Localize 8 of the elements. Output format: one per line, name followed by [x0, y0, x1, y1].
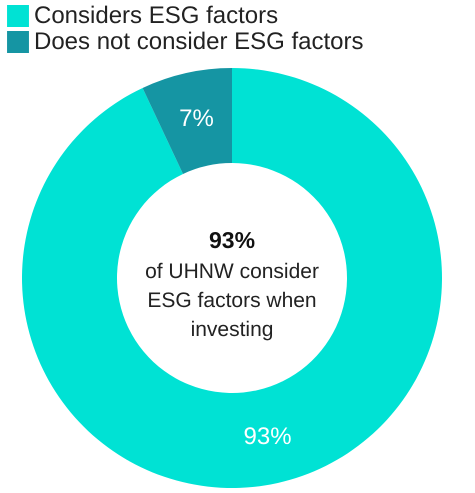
- data-label: 7%: [179, 104, 214, 132]
- legend-label: Considers ESG factors: [34, 2, 278, 29]
- donut-slice: [22, 68, 442, 488]
- text: of UHNW consider ESG factors when investing: [145, 260, 319, 341]
- donut-slice: [142, 68, 232, 174]
- legend-label: Does not consider ESG factors: [34, 28, 364, 55]
- data-label: 93%: [244, 423, 292, 450]
- text: 93%: [208, 227, 256, 253]
